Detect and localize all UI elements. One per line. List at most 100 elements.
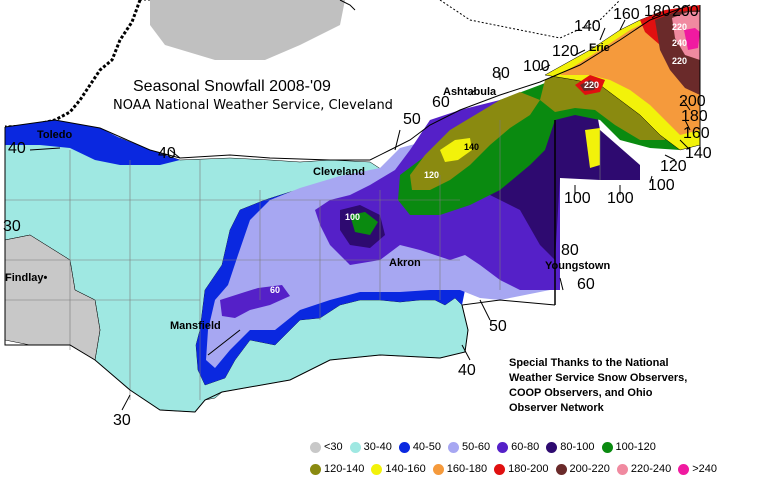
zone-label: 140 [464, 142, 480, 152]
legend-label: 60-80 [511, 441, 540, 453]
leader-lines [29, 11, 691, 411]
legend-swatch [398, 441, 410, 453]
contour-label: 200 [679, 93, 706, 110]
legend-item: 220-240 [616, 463, 672, 475]
island-gray [150, 0, 345, 60]
contour-label: 80 [561, 242, 579, 259]
zone-120-140-east [540, 65, 665, 140]
map-title: Seasonal Snowfall 2008-'09 [133, 78, 331, 95]
legend-item: 140-160 [371, 463, 426, 475]
contour-label: 120 [552, 43, 579, 60]
county-lines [5, 120, 601, 400]
city-mansfield: Mansfield [170, 320, 221, 332]
legend-label: >240 [692, 463, 718, 475]
legend-row: 120-140 140-160 160-180 180-200 200-220 220-2… [310, 458, 770, 480]
legend-item: 50-60 [447, 441, 491, 453]
contour-label: 160 [613, 6, 640, 23]
legend-swatch [678, 463, 690, 475]
legend-item: 200-220 [555, 463, 610, 475]
contour-label: 140 [685, 145, 712, 162]
map-subtitle: NOAA National Weather Service, Cleveland [113, 98, 393, 113]
zone-lt30 [4, 234, 101, 361]
legend-swatch [546, 441, 558, 453]
legend-item: <30 [310, 441, 343, 453]
legend-item: >240 [678, 463, 717, 475]
legend-swatch [349, 441, 361, 453]
zone-gt240 [684, 28, 700, 50]
zone-label: 120 [424, 170, 440, 180]
contour-label: 30 [113, 412, 131, 429]
contour-label: 100 [523, 58, 550, 75]
legend-swatch [371, 463, 383, 475]
legend-label: 30-40 [363, 441, 392, 453]
zone-40-50-toledo [5, 120, 180, 165]
legend-swatch [310, 463, 321, 475]
legend-swatch [497, 441, 509, 453]
legend-swatch [432, 463, 444, 475]
city-ashtabula: Ashtabula [443, 86, 497, 98]
contour-label: 30 [3, 218, 21, 235]
contour-label: 40 [458, 362, 476, 379]
zone-120-140 [410, 92, 540, 190]
contour-label: 60 [432, 94, 450, 111]
legend: <30 30-40 40-50 50-60 60-80 80-100 100-120 120… [310, 436, 770, 480]
contour-label: 200 [672, 3, 699, 20]
legend-item: 30-40 [349, 441, 392, 453]
legend-item: 60-80 [497, 441, 539, 453]
legend-label: <30 [324, 441, 343, 453]
contour-label: 160 [683, 125, 710, 142]
contour-label: 180 [644, 3, 671, 20]
zone-label: 100 [345, 212, 361, 222]
legend-item: 40-50 [398, 441, 441, 453]
legend-swatch [555, 463, 567, 475]
city-toledo: Toledo [37, 129, 73, 141]
contour-label: 180 [681, 108, 708, 125]
city-cleveland: Cleveland [313, 166, 365, 178]
zone-100-120-geauga [350, 212, 378, 235]
legend-label: 220-240 [630, 463, 672, 475]
city-findlay: Findlay• [5, 272, 48, 284]
legend-label: 80-100 [560, 441, 595, 453]
legend-row: <30 30-40 40-50 50-60 60-80 80-100 100-120 [310, 436, 770, 458]
canada-shoreline [4, 0, 621, 129]
city-akron: Akron [389, 257, 421, 269]
legend-swatch [310, 441, 321, 453]
contour-label: 40 [8, 140, 26, 157]
zone-label: 240 [672, 38, 688, 48]
legend-item: 80-100 [546, 441, 595, 453]
contour-label: 50 [403, 111, 421, 128]
legend-label: 50-60 [461, 441, 491, 453]
zone-label: 220 [672, 56, 688, 66]
contour-label: 60 [577, 276, 595, 293]
contour-label: 100 [648, 177, 675, 194]
legend-item: 120-140 [310, 463, 364, 475]
legend-item: 180-200 [494, 463, 549, 475]
zone-140-160-south [585, 128, 600, 168]
outer-border [4, 127, 556, 413]
zone-200-220-erie [580, 80, 598, 91]
legend-item: 160-180 [432, 463, 487, 475]
legend-swatch [494, 463, 506, 475]
zone-60-80-mansfield [220, 285, 290, 318]
legend-label: 140-160 [385, 463, 426, 475]
city-youngstown: Youngstown [545, 260, 611, 272]
contour-label: 140 [574, 18, 601, 35]
zone-label: 220 [584, 80, 600, 90]
contour-label: 80 [492, 65, 510, 82]
legend-item: 100-120 [601, 441, 656, 453]
contour-label: 40 [158, 145, 176, 162]
lake-erie-shoreline [4, 4, 691, 161]
zone-label: 220 [672, 22, 688, 32]
legend-swatch [447, 441, 459, 453]
legend-label: 180-200 [508, 463, 549, 475]
zone-label: 60 [270, 285, 281, 295]
legend-swatch [601, 441, 613, 453]
contour-label: 50 [489, 318, 507, 335]
legend-swatch [616, 463, 628, 475]
credit-text: Special Thanks to the National Weather S… [509, 357, 688, 414]
contour-label: 120 [660, 158, 687, 175]
legend-label: 200-220 [569, 463, 610, 475]
contour-label: 100 [564, 190, 591, 207]
contour-label: 100 [607, 190, 634, 207]
